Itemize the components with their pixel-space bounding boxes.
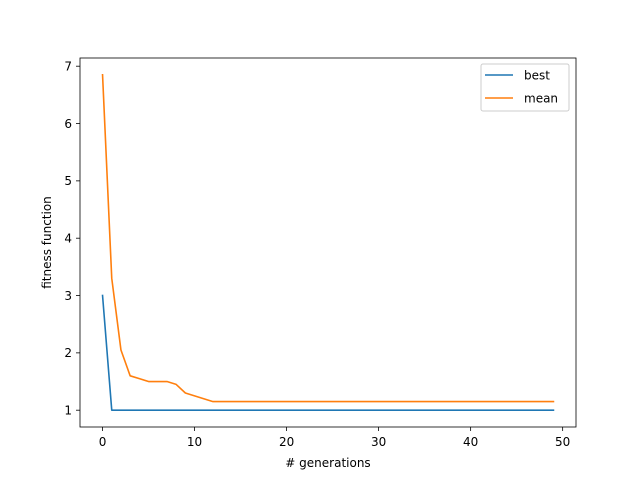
x-axis-label: # generations (285, 456, 370, 470)
x-tick-label: 50 (555, 435, 570, 449)
x-tick-label: 0 (99, 435, 107, 449)
x-tick-label: 30 (371, 435, 386, 449)
y-tick-label: 1 (64, 404, 72, 418)
y-axis-label: fitness function (40, 196, 54, 289)
series-line-best (101, 294, 555, 412)
plot-area (80, 58, 576, 427)
x-tick-label: 10 (187, 435, 202, 449)
legend-label-mean: mean (524, 91, 558, 105)
legend: best mean (480, 63, 570, 112)
x-axis: 0 10 20 30 40 50 (99, 427, 570, 449)
x-tick-label: 20 (279, 435, 294, 449)
y-tick-label: 6 (64, 117, 72, 131)
y-tick-label: 2 (64, 346, 72, 360)
legend-label-best: best (524, 68, 550, 82)
y-tick-label: 5 (64, 174, 72, 188)
y-tick-label: 3 (64, 289, 72, 303)
y-tick-label: 4 (64, 231, 72, 245)
plot-frame (79, 57, 577, 428)
y-tick-label: 7 (64, 59, 72, 73)
series-line-mean (101, 73, 555, 403)
series-layer (101, 73, 555, 412)
y-axis: 1 2 3 4 5 6 7 (64, 59, 80, 418)
x-tick-label: 40 (463, 435, 478, 449)
